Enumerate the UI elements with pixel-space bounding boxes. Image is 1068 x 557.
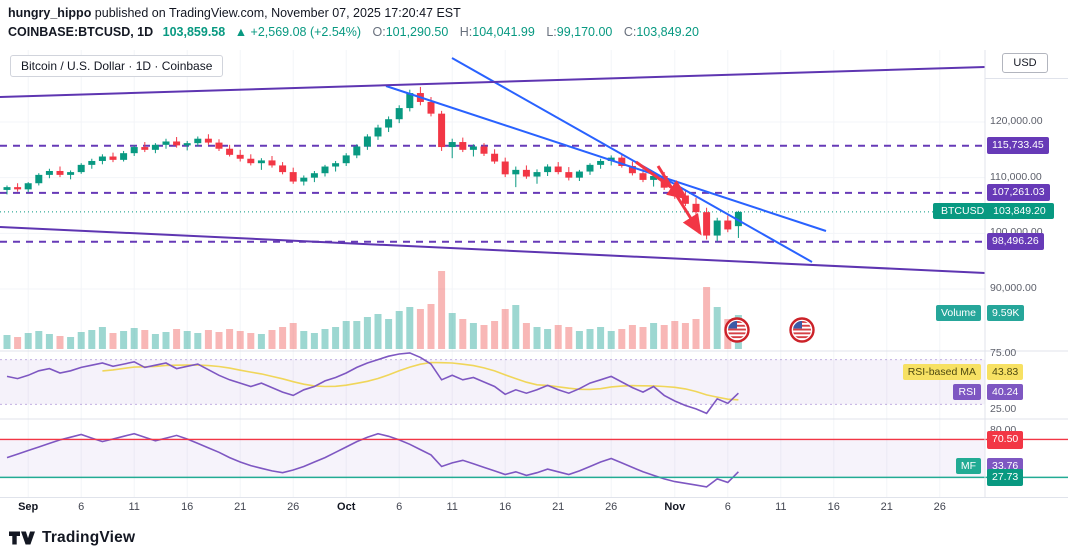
symbol-info-row: COINBASE:BTCUSD, 1D 103,859.58 ▲ +2,569.… [8,25,699,39]
currency-selector[interactable]: USD [1002,53,1048,73]
footer: TradingView [0,519,1068,557]
time-tick-day: 11 [775,501,787,513]
low-value: 99,170.00 [556,25,613,39]
close-label: C: [623,25,637,39]
rsi-study-label[interactable]: RSI [953,384,981,400]
volume-study-value: 9.59K [987,305,1025,321]
flag-sticker [724,317,750,343]
time-tick-month: Oct [337,501,356,513]
level-price-badge: 98,496.26 [987,232,1044,250]
rsi-ma-line [102,361,739,401]
purple-trend-bottom[interactable] [0,226,986,274]
low-label: L: [546,25,557,39]
author-name[interactable]: hungry_hippo [8,6,92,20]
snapshot-header: hungry_hippo published on TradingView.co… [0,0,1068,50]
open-label: O: [372,25,386,39]
mf-lower-band-badge: 27.73 [987,469,1024,487]
time-tick-day: 21 [552,501,565,513]
rsi-scale-tick-75: 75.00 [990,347,1017,359]
time-tick-day: 6 [724,501,731,513]
purple-trend-top[interactable] [0,66,986,98]
time-tick-month: Nov [664,501,686,513]
close-value: 103,849.20 [636,25,699,39]
blue-channel-lower[interactable] [451,57,813,263]
time-tick-day: 26 [605,501,618,513]
open-value: 101,290.50 [385,25,449,39]
time-tick-day: 16 [827,501,840,513]
last-price-badge-value: 103,849.20 [993,204,1046,217]
tradingview-logo-icon [9,531,35,545]
rsi-band [0,359,985,405]
time-tick-day: 16 [181,501,194,513]
mf-band [0,439,985,478]
axis-separator [985,78,1068,79]
time-tick-day: 26 [287,501,300,513]
candlesticks [3,86,742,242]
publish-info: hungry_hippo published on TradingView.co… [8,6,461,20]
last-price: 103,859.58 [162,25,226,39]
annotation-arrow[interactable] [656,165,702,236]
time-tick-day: 11 [128,501,140,513]
high-value: 104,041.99 [472,25,535,39]
flag-sticker [789,317,815,343]
price-change: ▲ +2,569.08 (+2.54%) [234,25,362,39]
tradingview-brand-text[interactable]: TradingView [42,529,136,546]
time-tick-month: Sep [18,501,39,513]
time-tick-day: 6 [78,501,85,513]
price-tick: 120,000.00 [990,115,1043,127]
level-price-badge: 107,261.03 [987,183,1050,202]
time-tick-day: 21 [234,501,247,513]
volume-study-label[interactable]: Volume [935,305,981,321]
high-label: H: [459,25,473,39]
rsi-line [6,352,739,415]
annotation-arrow[interactable] [635,160,689,200]
volume-bars [3,271,742,349]
chart-area[interactable]: Bitcoin / U.S. Dollar · 1D · Coinbase US… [0,50,1068,517]
rsi-ma-study-value: 43.83 [987,364,1024,380]
blue-channel-upper[interactable] [385,85,827,232]
time-tick-day: 16 [499,501,512,513]
price-tick: 90,000.00 [990,282,1037,294]
time-tick-day: 6 [396,501,403,513]
rsi-scale-tick-25: 25.00 [990,403,1017,415]
price-chart-canvas[interactable] [0,50,1068,497]
last-price-badge: BTCUSD 103,849.20 [933,202,1054,219]
chart-title-toolbar[interactable]: Bitcoin / U.S. Dollar · 1D · Coinbase [10,55,224,77]
level-price-badge: 115,733.45 [987,136,1049,154]
time-scale[interactable]: Sep 6 11 16 21 26 Oct 6 11 16 21 26 Nov 6 11 16 21 26 [0,497,1068,517]
time-tick-day: 21 [880,501,893,513]
rsi-ma-study-label[interactable]: RSI-based MA [902,364,981,380]
last-price-badge-symbol: BTCUSD [941,204,985,217]
rsi-study-value: 40.24 [987,384,1024,400]
mf-study-label[interactable]: MF [955,458,981,474]
time-tick-day: 26 [933,501,946,513]
time-tick-day: 11 [446,501,458,513]
mf-upper-band-badge: 70.50 [987,431,1024,449]
symbol-name[interactable]: COINBASE:BTCUSD, 1D [8,25,154,39]
mf-line [6,432,739,488]
price-tick: 110,000.00 [990,170,1042,183]
publish-text: published on TradingView.com, November 0… [91,6,461,20]
